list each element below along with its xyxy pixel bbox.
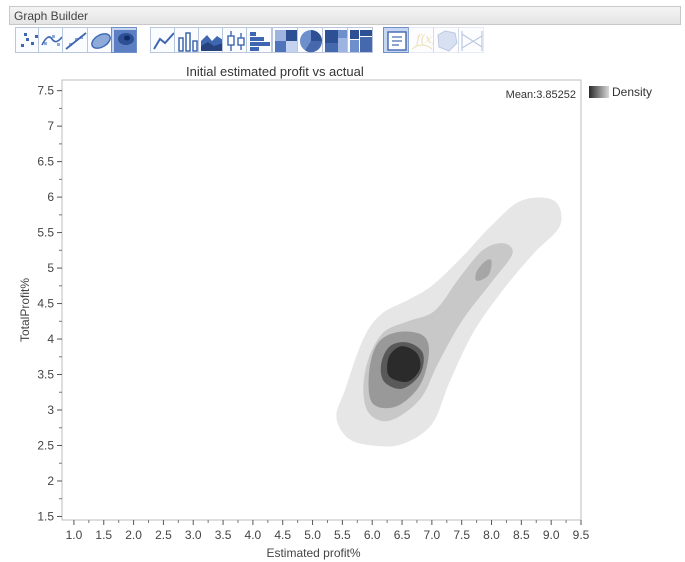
y-tick-label: 7.5: [37, 84, 54, 98]
x-tick-label: 1.5: [95, 528, 112, 542]
toolbar-button-mosaic[interactable]: [347, 27, 373, 53]
toolbar-button-line-of-fit[interactable]: [62, 27, 88, 53]
mosaic-icon: [350, 30, 372, 52]
x-tick-label: 9.5: [573, 528, 590, 542]
y-tick-label: 7: [47, 119, 54, 133]
legend-label: Density: [612, 85, 653, 99]
y-tick-label: 4.5: [37, 297, 54, 311]
plot-frame: [61, 79, 582, 521]
y-tick-label: 3.5: [37, 368, 54, 382]
y-axis-label: TotalProfit%: [18, 278, 32, 342]
y-tick-label: 6.5: [37, 155, 54, 169]
line-icon: [153, 32, 175, 50]
map-shapes-icon: [437, 30, 458, 52]
parallel-icon: [461, 31, 483, 51]
area-icon: [201, 35, 223, 51]
x-tick-label: 2.5: [155, 528, 172, 542]
x-tick-label: 9.0: [543, 528, 560, 542]
x-tick-label: 6.0: [364, 528, 381, 542]
toolbar-button-heatmap[interactable]: [272, 27, 298, 53]
box-plot-icon: [227, 31, 245, 51]
toolbar-button-area[interactable]: [198, 27, 224, 53]
x-tick-label: 2.0: [125, 528, 142, 542]
x-tick-label: 3.5: [215, 528, 232, 542]
treemap-icon: [325, 30, 347, 52]
x-tick-label: 7.5: [453, 528, 470, 542]
x-tick-label: 1.0: [66, 528, 83, 542]
y-tick-label: 5: [47, 261, 54, 275]
toolbar-button-smoother[interactable]: [38, 27, 64, 53]
toolbar-button-treemap[interactable]: [322, 27, 348, 53]
toolbar-button-line[interactable]: [150, 27, 176, 53]
histogram-icon: [250, 32, 270, 51]
heatmap-icon: [275, 30, 297, 52]
y-tick-label: 1.5: [37, 509, 54, 523]
line-of-fit-icon: [65, 32, 87, 50]
points-icon: [21, 33, 38, 47]
toolbar-button-pie[interactable]: [297, 27, 323, 53]
toolbar-button-parallel[interactable]: [458, 27, 484, 53]
x-tick-label: 8.5: [513, 528, 530, 542]
y-tick-label: 3: [47, 403, 54, 417]
window-title: Graph Builder: [14, 9, 89, 23]
bar-icon: [178, 32, 198, 52]
y-tick-label: 2: [47, 474, 54, 488]
smoother-icon: [41, 35, 63, 46]
density-contour-level-6: [475, 259, 492, 281]
toolbar-button-caption-box[interactable]: [383, 27, 409, 53]
x-tick-label: 4.0: [245, 528, 262, 542]
toolbar-button-contour[interactable]: [111, 27, 137, 53]
x-tick-label: 5.5: [334, 528, 351, 542]
toolbar-button-histogram[interactable]: [246, 27, 272, 53]
legend: Density: [589, 85, 652, 99]
pie-icon: [300, 30, 323, 53]
x-tick-label: 8.0: [483, 528, 500, 542]
y-tick-label: 6: [47, 190, 54, 204]
x-axis-label: Estimated profit%: [266, 546, 360, 560]
toolbar-button-formula[interactable]: f(x): [408, 27, 434, 53]
toolbar-button-box-plot[interactable]: [222, 27, 248, 53]
toolbar-button-map-shapes[interactable]: [433, 27, 459, 53]
y-tick-label: 4: [47, 332, 54, 346]
x-tick-label: 7.0: [424, 528, 441, 542]
window-titlebar: Graph Builder: [9, 6, 681, 25]
x-tick-label: 4.5: [274, 528, 291, 542]
contour-icon: [114, 30, 136, 52]
x-tick-label: 5.0: [304, 528, 321, 542]
ellipse-icon: [91, 33, 111, 49]
y-tick-label: 5.5: [37, 226, 54, 240]
svg-text:f(x): f(x): [415, 32, 434, 46]
toolbar-button-ellipse[interactable]: [87, 27, 113, 53]
legend-density-swatch: [589, 86, 609, 98]
density-contour-level-5: [387, 346, 421, 383]
mean-annotation: Mean:3.85252: [506, 89, 576, 101]
toolbar-button-points[interactable]: [15, 27, 41, 53]
formula-icon: f(x): [411, 32, 434, 50]
x-tick-label: 3.0: [185, 528, 202, 542]
caption-box-icon: [387, 31, 407, 51]
y-tick-label: 2.5: [37, 438, 54, 452]
chart-title: Initial estimated profit vs actual: [186, 64, 364, 79]
x-tick-label: 6.5: [394, 528, 411, 542]
